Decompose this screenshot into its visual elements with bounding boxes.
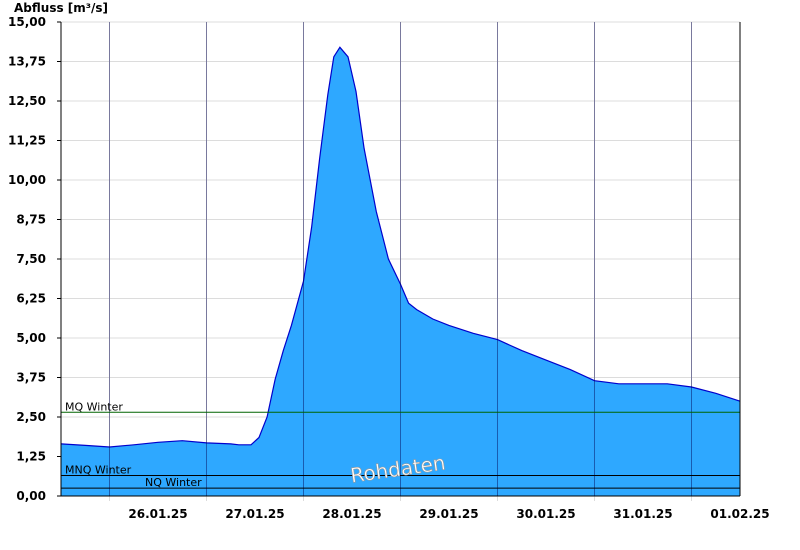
y-tick-label: 12,50 (8, 94, 46, 108)
y-tick-label: 6,25 (16, 292, 46, 306)
x-tick-label: 27.01.25 (225, 507, 284, 521)
y-tick-label: 3,75 (16, 371, 46, 385)
y-tick-label: 0,00 (16, 489, 46, 503)
reference-line-label: MNQ Winter (65, 463, 132, 476)
x-tick-label: 29.01.25 (419, 507, 478, 521)
x-tick-label: 30.01.25 (516, 507, 575, 521)
y-tick-label: 2,50 (16, 410, 46, 424)
x-tick-label: 31.01.25 (613, 507, 672, 521)
y-tick-label: 8,75 (16, 213, 46, 227)
y-tick-label: 15,00 (8, 15, 46, 29)
x-tick-label: 28.01.25 (322, 507, 381, 521)
y-tick-label: 1,25 (16, 450, 46, 464)
reference-line-label: NQ Winter (145, 476, 202, 489)
y-tick-label: 10,00 (8, 173, 46, 187)
reference-line-label: MQ Winter (65, 400, 123, 413)
x-tick-label: 26.01.25 (128, 507, 187, 521)
x-tick-label: 01.02.25 (710, 507, 769, 521)
y-tick-label: 13,75 (8, 55, 46, 69)
y-tick-label: 5,00 (16, 331, 46, 345)
y-tick-label: 7,50 (16, 252, 46, 266)
y-tick-label: 11,25 (8, 134, 46, 148)
